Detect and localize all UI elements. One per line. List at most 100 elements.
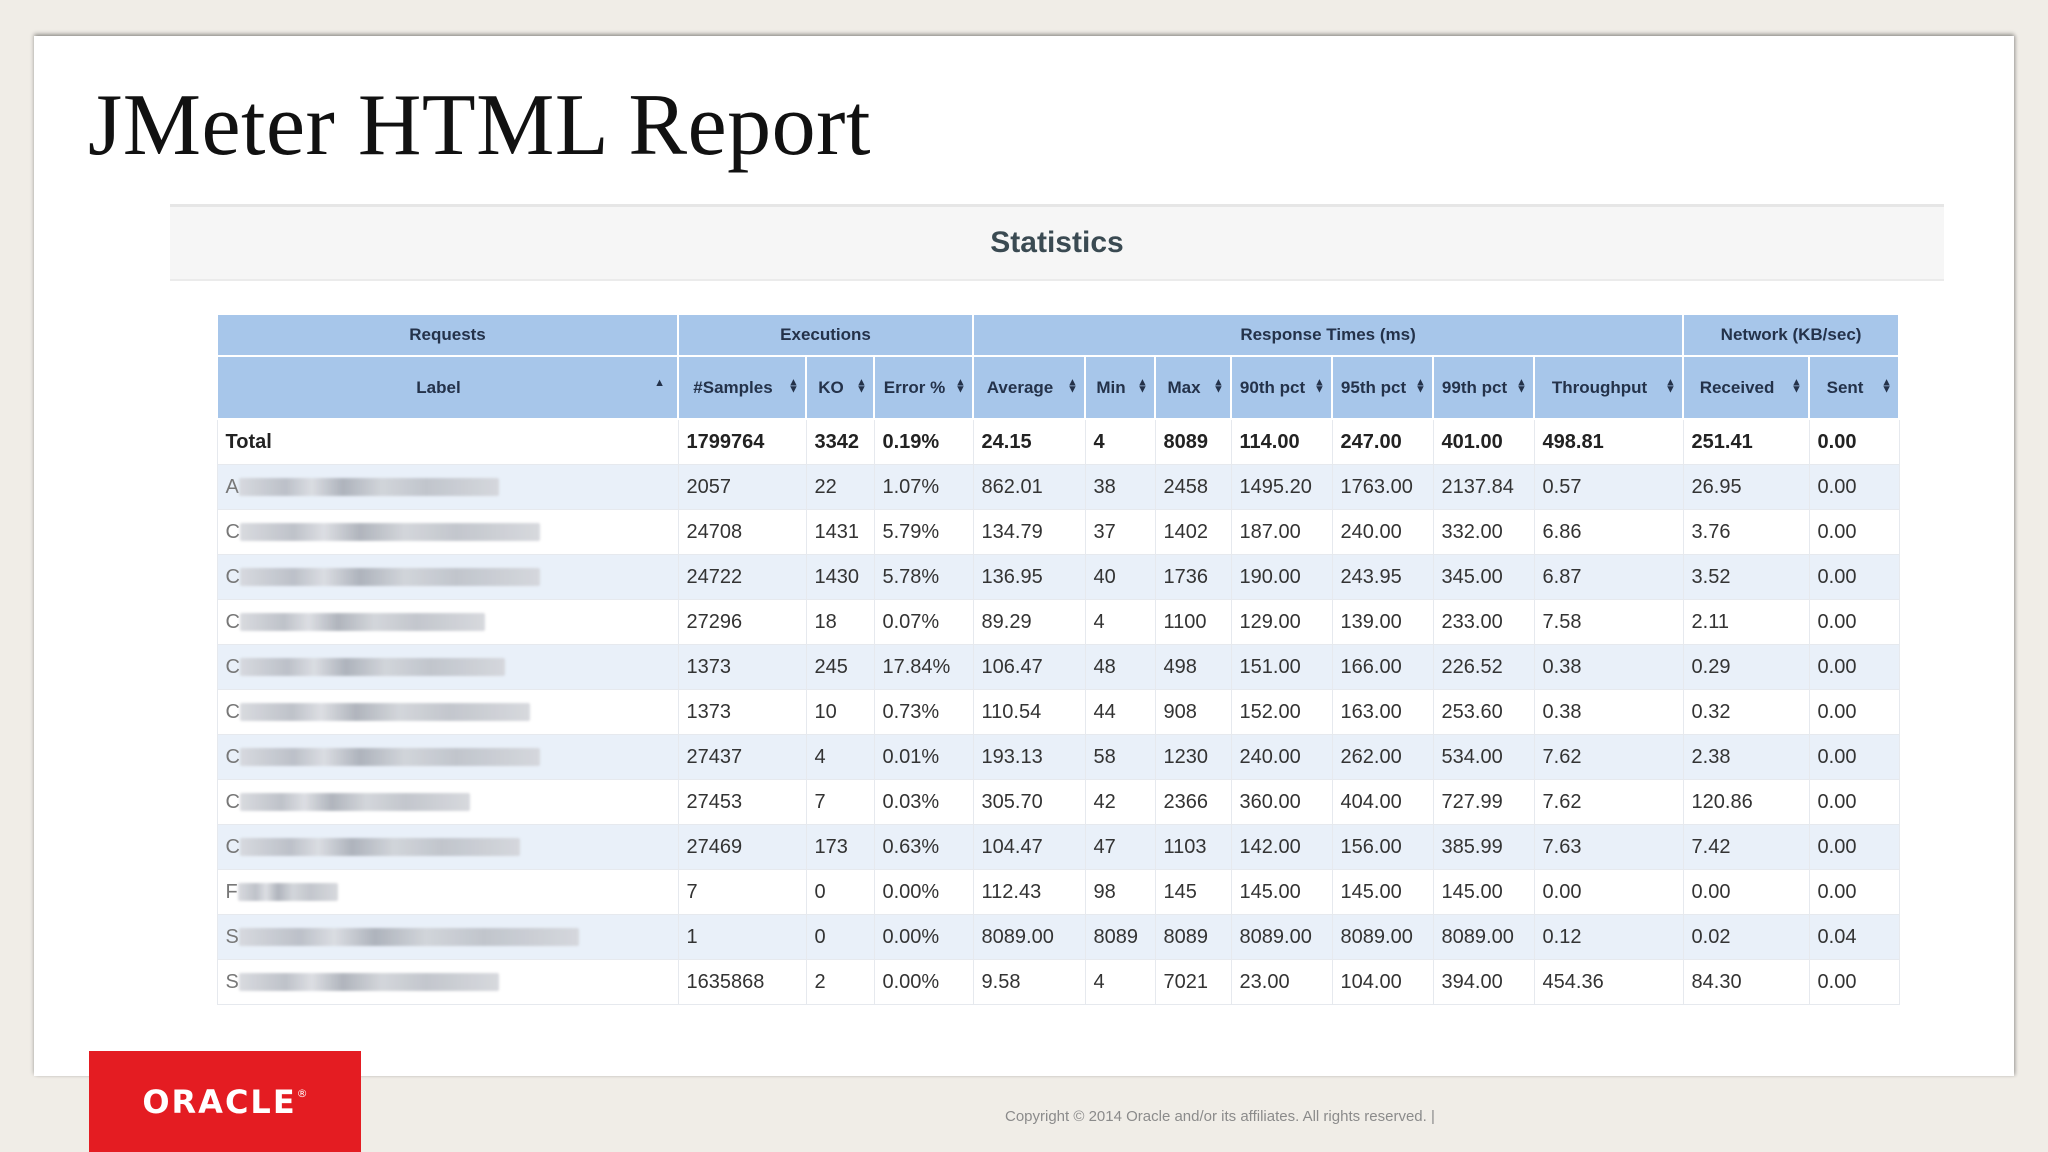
table-row[interactable]: C 1373 245 17.84% 106.47 48 498 151.00 166.00 226… [216, 644, 1900, 690]
cell-99th-pct: 394.00 [1432, 959, 1535, 1005]
cell-error-pct: 0.03% [873, 779, 974, 825]
cell-min: 48 [1084, 644, 1156, 690]
column-header-90th-pct[interactable]: 90th pct ▲ ▼ [1230, 355, 1334, 420]
cell-90th-pct: 23.00 [1230, 959, 1333, 1005]
sort-icon[interactable]: ▲ ▼ [856, 375, 867, 395]
sort-icon[interactable]: ▲ ▼ [1791, 375, 1802, 395]
table-row[interactable]: S 1635868 2 0.00% 9.58 4 7021 23.00 104.00 394.00… [216, 959, 1900, 1005]
cell-received: 2.38 [1682, 734, 1810, 780]
sort-icon[interactable]: ▲ ▼ [1314, 375, 1325, 395]
cell-label-redacted: C [216, 779, 679, 825]
cell-max: 908 [1154, 689, 1232, 735]
cell-90th-pct: 142.00 [1230, 824, 1333, 870]
redacted-label-blur [237, 883, 338, 902]
cell-95th-pct: 247.00 [1331, 418, 1434, 465]
cell-error-pct: 0.63% [873, 824, 974, 870]
column-header-max[interactable]: Max ▲ ▼ [1154, 355, 1233, 420]
redacted-label-blur [239, 703, 530, 722]
cell-throughput: 0.00 [1533, 869, 1684, 915]
table-row[interactable]: A 2057 22 1.07% 862.01 38 2458 1495.20 1763.00 21… [216, 464, 1900, 510]
cell-max: 1402 [1154, 509, 1232, 555]
sort-icon[interactable]: ▲ ▼ [1665, 375, 1676, 395]
cell-received: 2.11 [1682, 599, 1810, 645]
cell-label-redacted: C [216, 554, 679, 600]
table-row[interactable]: C 27437 4 0.01% 193.13 58 1230 240.00 262.00 534.… [216, 734, 1900, 780]
cell-min: 37 [1084, 509, 1156, 555]
cell-ko: 1430 [805, 554, 875, 600]
label-initial: A [225, 475, 239, 498]
label-initial: C [225, 610, 240, 633]
cell-90th-pct: 1495.20 [1230, 464, 1333, 510]
cell-received: 0.00 [1682, 869, 1810, 915]
table-row[interactable]: C 24708 1431 5.79% 134.79 37 1402 187.00 240.00 3… [216, 509, 1900, 555]
cell-average: 305.70 [972, 779, 1086, 825]
column-header-throughput[interactable]: Throughput ▲ ▼ [1533, 355, 1685, 420]
table-row[interactable]: C 27469 173 0.63% 104.47 47 1103 142.00 156.00 38… [216, 824, 1900, 870]
sort-icon[interactable]: ▲ ▼ [1137, 375, 1148, 395]
cell-label-redacted: C [216, 644, 679, 690]
cell-label-redacted: C [216, 734, 679, 780]
cell-max: 8089 [1154, 418, 1232, 465]
cell-error-pct: 0.01% [873, 734, 974, 780]
cell-ko: 7 [805, 779, 875, 825]
column-header-received[interactable]: Received ▲ ▼ [1682, 355, 1811, 420]
column-header-95th-pct[interactable]: 95th pct ▲ ▼ [1331, 355, 1435, 420]
cell-min: 4 [1084, 418, 1156, 465]
cell-label-redacted: C [216, 689, 679, 735]
cell-99th-pct: 233.00 [1432, 599, 1535, 645]
sort-icon[interactable]: ▲ ▼ [1213, 375, 1224, 395]
sort-icon[interactable]: ▲ ▼ [1415, 375, 1426, 395]
table-row[interactable]: C 1373 10 0.73% 110.54 44 908 152.00 163.00 253.6… [216, 689, 1900, 735]
cell-samples: 27437 [677, 734, 807, 780]
table-row[interactable]: C 27453 7 0.03% 305.70 42 2366 360.00 404.00 727.… [216, 779, 1900, 825]
cell-ko: 18 [805, 599, 875, 645]
cell-sent: 0.00 [1808, 644, 1900, 690]
cell-95th-pct: 240.00 [1331, 509, 1434, 555]
column-header-min[interactable]: Min ▲ ▼ [1084, 355, 1157, 420]
cell-received: 0.02 [1682, 914, 1810, 960]
cell-samples: 1 [677, 914, 807, 960]
cell-95th-pct: 262.00 [1331, 734, 1434, 780]
cell-ko: 2 [805, 959, 875, 1005]
sort-icon[interactable]: ▲ ▼ [1881, 375, 1892, 395]
sort-icon[interactable]: ▲ ▼ [1067, 375, 1078, 395]
column-header-error-pct[interactable]: Error % ▲ ▼ [872, 355, 975, 420]
cell-max: 1100 [1154, 599, 1232, 645]
table-row[interactable]: F 7 0 0.00% 112.43 98 145 145.00 145.00 145.00 0.0… [216, 869, 1900, 915]
column-header-samples[interactable]: #Samples ▲ ▼ [677, 355, 807, 420]
cell-samples: 1373 [677, 689, 807, 735]
cell-90th-pct: 129.00 [1230, 599, 1333, 645]
label-initial: C [225, 565, 240, 588]
cell-samples: 27296 [677, 599, 807, 645]
cell-average: 862.01 [972, 464, 1086, 510]
cell-average: 193.13 [972, 734, 1086, 780]
cell-min: 98 [1084, 869, 1156, 915]
statistics-header[interactable]: Statistics [170, 204, 1944, 281]
cell-99th-pct: 345.00 [1432, 554, 1535, 600]
cell-sent: 0.00 [1808, 554, 1900, 600]
column-header-average[interactable]: Average ▲ ▼ [972, 355, 1087, 420]
sort-icon[interactable]: ▲ ▼ [1516, 375, 1527, 395]
cell-95th-pct: 156.00 [1331, 824, 1434, 870]
cell-95th-pct: 139.00 [1331, 599, 1434, 645]
table-row[interactable]: C 27296 18 0.07% 89.29 4 1100 129.00 139.00 233.0… [216, 599, 1900, 645]
sort-icon[interactable]: ▲ ▼ [788, 375, 799, 395]
copyright-text: Copyright © 2014 Oracle and/or its affil… [1005, 1108, 1435, 1125]
sort-ascending-icon[interactable]: ▲ [654, 376, 665, 389]
cell-ko: 10 [805, 689, 875, 735]
column-header-ko[interactable]: KO ▲ ▼ [805, 355, 875, 420]
sort-icon[interactable]: ▲ ▼ [955, 375, 966, 395]
cell-max: 2366 [1154, 779, 1232, 825]
cell-95th-pct: 166.00 [1331, 644, 1434, 690]
cell-95th-pct: 8089.00 [1331, 914, 1434, 960]
cell-samples: 2057 [677, 464, 807, 510]
column-header-99th-pct[interactable]: 99th pct ▲ ▼ [1432, 355, 1536, 420]
cell-99th-pct: 401.00 [1432, 418, 1535, 465]
table-row[interactable]: S 1 0 0.00% 8089.00 8089 8089 8089.00 8089.00 808… [216, 914, 1900, 960]
cell-min: 44 [1084, 689, 1156, 735]
column-header-sent[interactable]: Sent ▲ ▼ [1808, 355, 1901, 420]
cell-throughput: 7.62 [1533, 779, 1684, 825]
statistics-table: Requests Executions Response Times (ms) … [216, 313, 1901, 1005]
table-row[interactable]: C 24722 1430 5.78% 136.95 40 1736 190.00 243.95 3… [216, 554, 1900, 600]
column-header-label[interactable]: Label ▲ [216, 355, 679, 420]
